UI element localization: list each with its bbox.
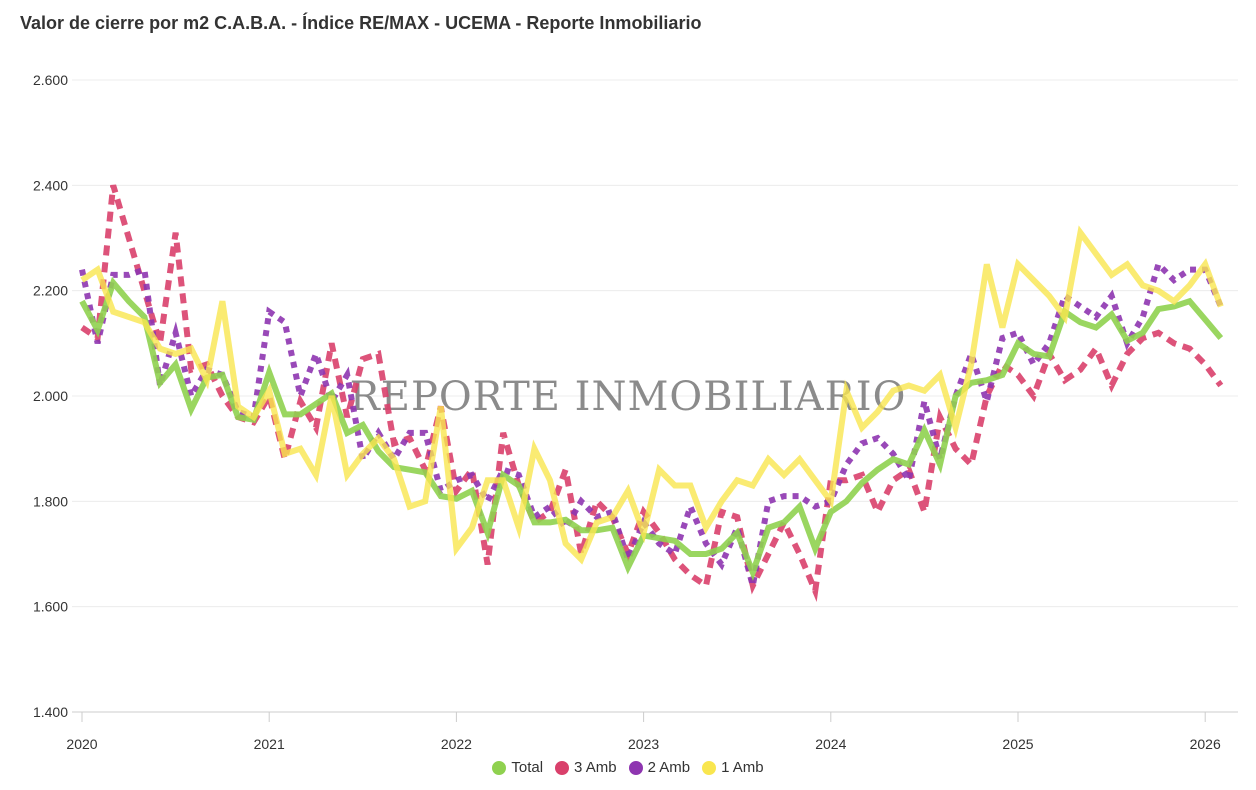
legend-label: 2 Amb — [647, 759, 691, 776]
legend-item-1-amb[interactable]: 1 Amb — [702, 759, 764, 776]
legend: Total 3 Amb 2 Amb 1 Amb — [0, 759, 1256, 779]
x-tick-label: 2021 — [254, 736, 285, 752]
legend-label: Total — [511, 759, 544, 776]
legend-label: 1 Amb — [721, 759, 764, 776]
y-tick-label: 2.600 — [33, 72, 68, 88]
legend-marker-icon — [702, 760, 717, 775]
legend-item-total[interactable]: Total — [492, 759, 543, 776]
y-tick-label: 2.200 — [33, 283, 68, 299]
series-group — [79, 184, 1224, 603]
y-tick-label: 1.800 — [33, 493, 68, 509]
legend-label: 3 Amb — [574, 759, 617, 776]
x-tick-label: 2024 — [815, 736, 846, 752]
y-tick-label: 2.400 — [33, 177, 68, 193]
series-line-2-amb[interactable] — [79, 258, 1224, 587]
series-line-total[interactable] — [79, 276, 1224, 582]
legend-item-3-amb[interactable]: 3 Amb — [555, 759, 617, 776]
y-tick-label: 2.000 — [33, 388, 68, 404]
y-tick-label: 1.400 — [33, 704, 68, 720]
axes: 1.400 1.600 1.800 2.000 2.200 2.400 2.600 2020 2… — [33, 72, 1221, 752]
grid — [72, 79, 1238, 713]
y-tick-label: 1.600 — [33, 599, 68, 615]
x-tick-label: 2026 — [1190, 736, 1221, 752]
x-tick-label: 2020 — [66, 736, 97, 752]
watermark: REPORTE INMOBILIARIO — [350, 374, 907, 420]
x-tick-label: 2025 — [1002, 736, 1033, 752]
x-tick-label: 2022 — [441, 736, 472, 752]
legend-item-2-amb[interactable]: 2 Amb — [628, 759, 691, 776]
chart-title: Valor de cierre por m2 C.A.B.A. - Índice… — [20, 13, 702, 33]
series-line-1-amb[interactable] — [80, 225, 1224, 565]
legend-marker-icon — [492, 760, 507, 775]
legend-marker-icon — [555, 760, 570, 775]
legend-marker-icon — [628, 760, 643, 775]
x-tick-label: 2023 — [628, 736, 659, 752]
